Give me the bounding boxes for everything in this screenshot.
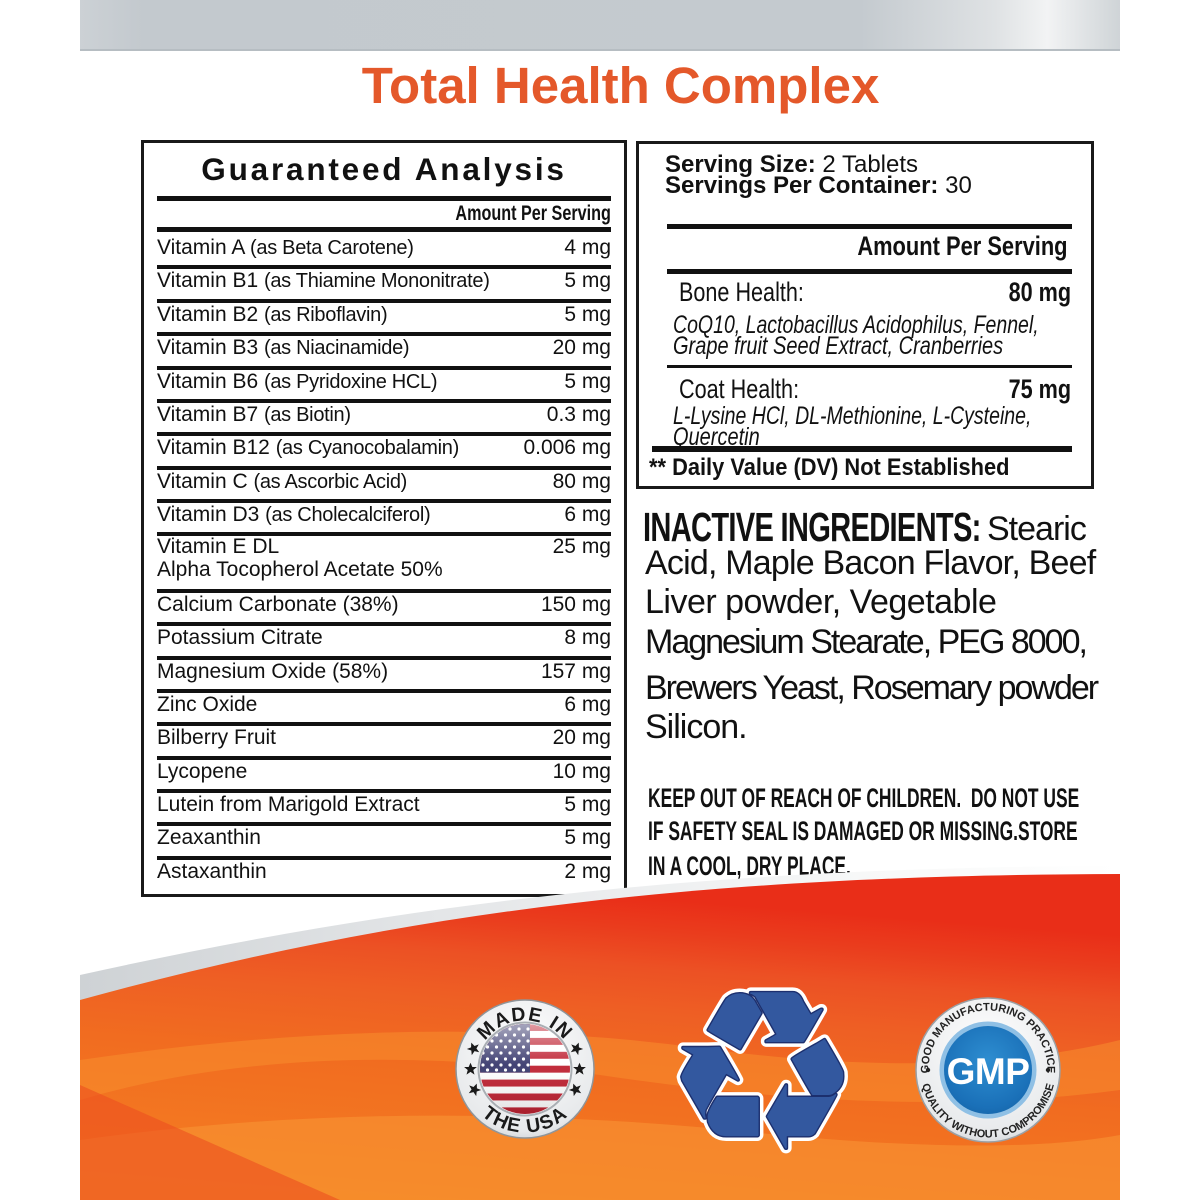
svg-text:GMP: GMP: [947, 1051, 1030, 1092]
